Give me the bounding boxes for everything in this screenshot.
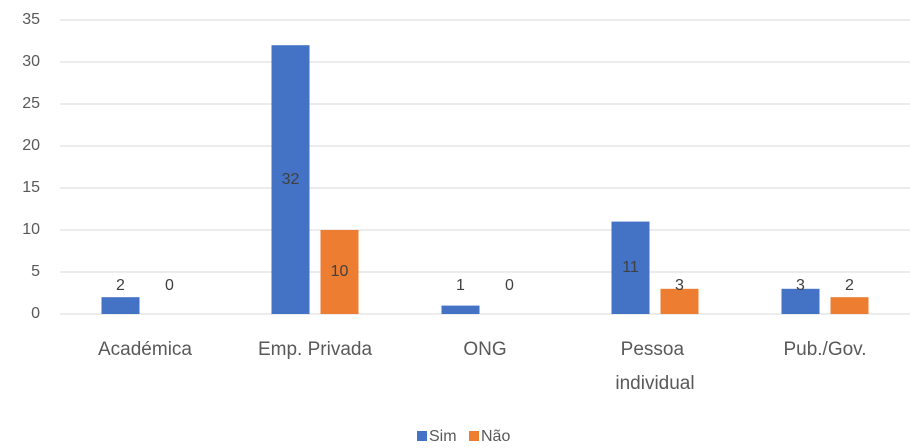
bar (441, 305, 480, 314)
data-label: 32 (282, 171, 300, 188)
data-label: 0 (165, 277, 174, 294)
bar (611, 221, 650, 314)
x-tick-label: Pessoa individual (615, 339, 694, 394)
data-label: 1 (456, 277, 465, 294)
x-tick-label: Emp. Privada (258, 339, 372, 360)
y-tick-label: 35 (22, 11, 40, 28)
legend-label: Não (481, 428, 510, 445)
legend-swatch (469, 431, 479, 441)
legend-label: Sim (429, 428, 457, 445)
data-label: 10 (331, 263, 349, 280)
x-tick-label-line: individual (615, 373, 694, 394)
bar (320, 230, 359, 314)
y-tick-label: 10 (22, 221, 40, 238)
y-tick-label: 20 (22, 137, 40, 154)
data-label: 0 (505, 277, 514, 294)
legend-swatch (417, 431, 427, 441)
y-tick-label: 5 (31, 263, 40, 280)
data-label: 2 (845, 277, 854, 294)
x-tick-label: Académica (98, 339, 192, 360)
bar (830, 297, 869, 314)
data-label: 3 (675, 277, 684, 294)
bar (271, 45, 310, 314)
x-tick-label: Pub./Gov. (783, 339, 866, 360)
data-label: 2 (116, 277, 125, 294)
data-label: 11 (622, 259, 639, 276)
x-tick-label: ONG (463, 339, 506, 360)
data-label: 3 (796, 277, 805, 294)
bar (660, 288, 699, 314)
x-tick-label-line: Pessoa (621, 339, 690, 360)
y-tick-label: 15 (22, 179, 40, 196)
y-tick-label: 30 (22, 53, 40, 70)
bar (101, 297, 140, 314)
bar (781, 288, 820, 314)
y-tick-label: 25 (22, 95, 40, 112)
y-tick-label: 0 (31, 305, 40, 322)
